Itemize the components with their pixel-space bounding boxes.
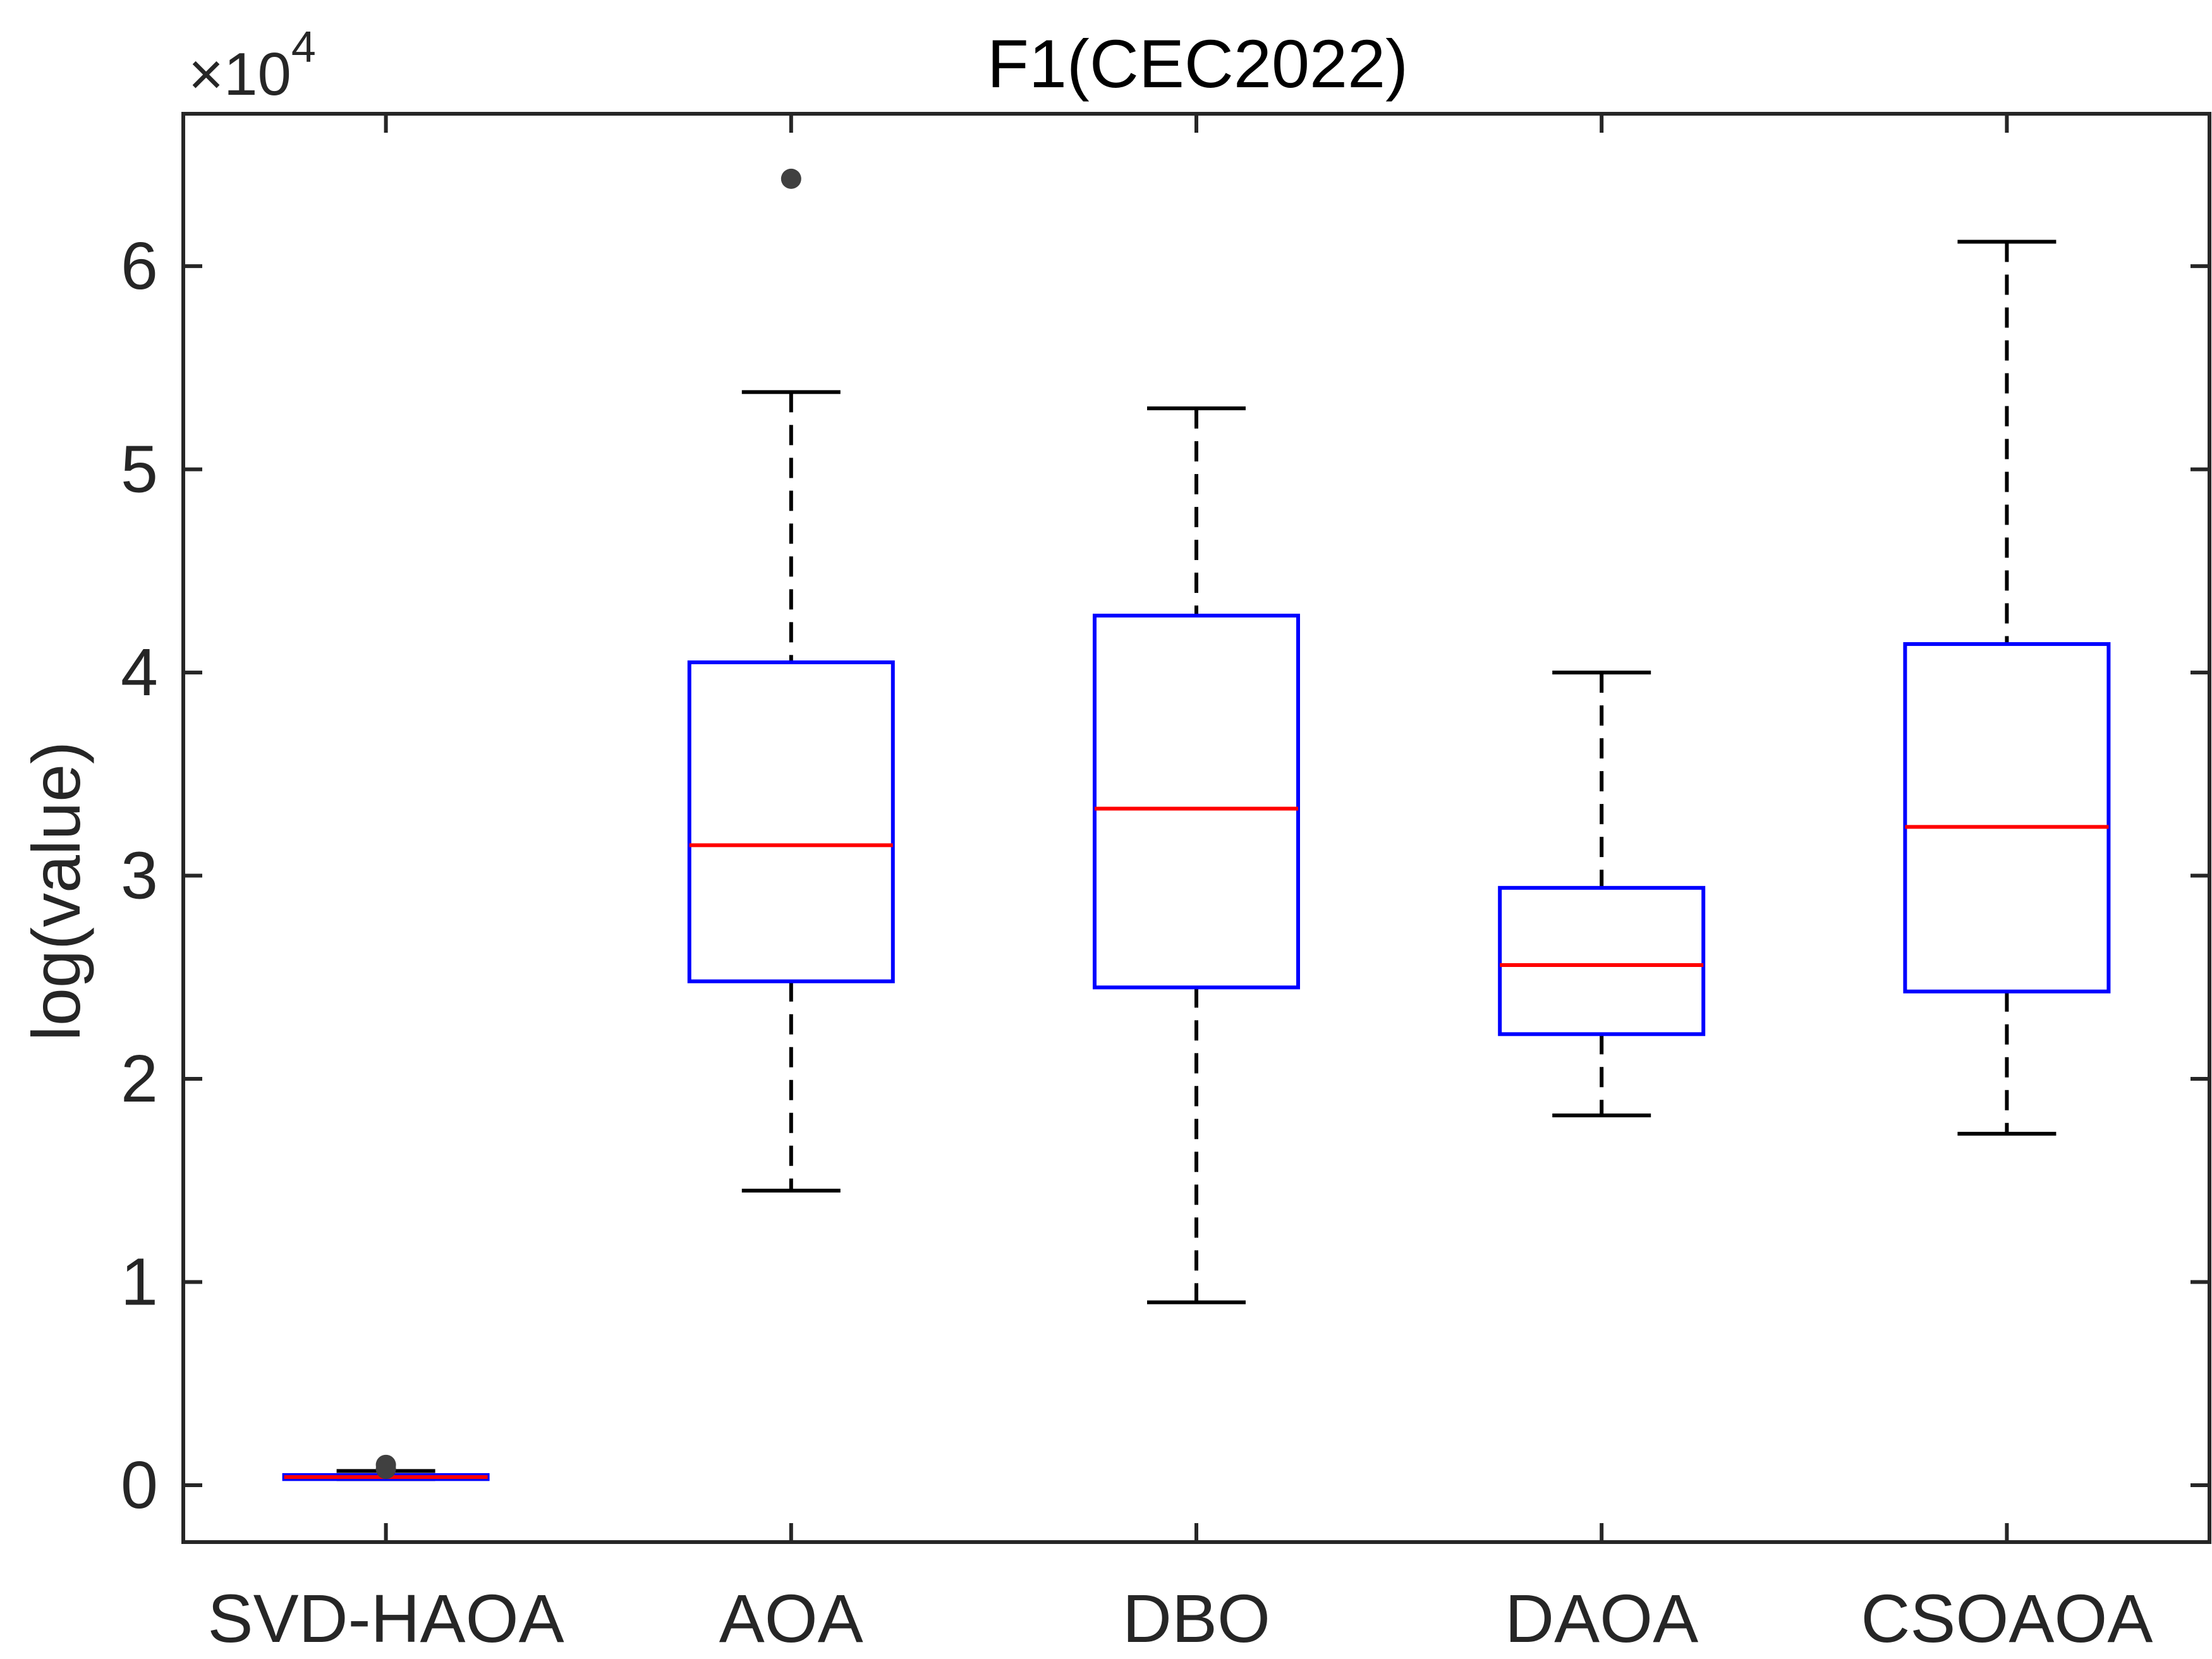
y-axis-exponent-label: ×104 xyxy=(188,22,316,108)
box xyxy=(687,660,895,983)
x-tick-label: DAOA xyxy=(1505,1580,1698,1656)
box xyxy=(1498,885,1706,1036)
y-tick-label: 1 xyxy=(121,1245,158,1320)
box xyxy=(1093,614,1300,990)
y-tick-label: 2 xyxy=(121,1042,158,1116)
outlier-point xyxy=(375,1459,396,1480)
y-tick-label: 3 xyxy=(121,839,158,913)
y-axis-exponent-power: 4 xyxy=(291,22,316,71)
outlier-point xyxy=(781,168,801,189)
y-tick-label: 4 xyxy=(121,635,158,710)
y-tick-label: 0 xyxy=(121,1448,158,1522)
x-tick-label: DBO xyxy=(1122,1580,1270,1656)
x-tick-label: CSOAOA xyxy=(1861,1580,2153,1656)
x-tick-label: SVD-HAOA xyxy=(208,1580,564,1656)
box xyxy=(1903,642,2111,994)
y-axis-exponent-base: ×10 xyxy=(188,40,291,108)
y-tick-label: 6 xyxy=(121,229,158,303)
x-tick-label: AOA xyxy=(719,1580,863,1656)
plot-area: 0 1 2 3 4 5 6 SVD-HAOA AOA DBO DAOA CSOAOA xyxy=(121,112,2211,1656)
y-tick-label: 5 xyxy=(121,432,158,507)
chart-title: F1(CEC2022) xyxy=(987,25,1408,102)
y-axis-label: log(value) xyxy=(18,741,94,1041)
